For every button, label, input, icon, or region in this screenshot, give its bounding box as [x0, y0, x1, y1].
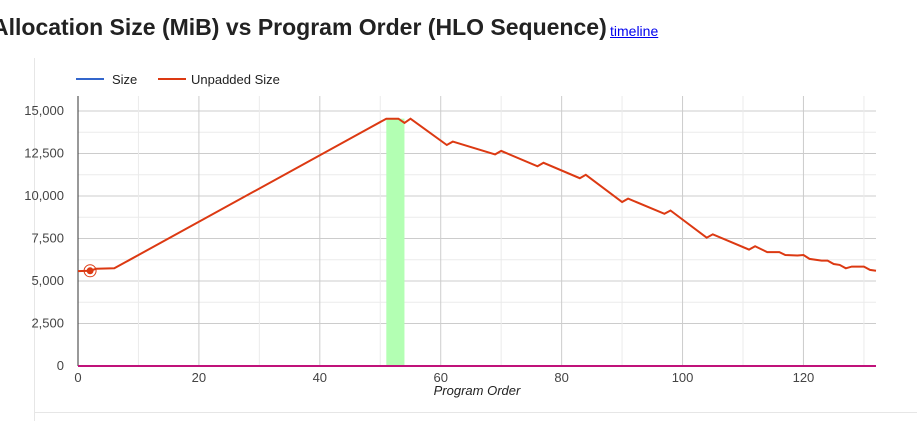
chart-title: Allocation Size (MiB) vs Program Order (…	[0, 14, 607, 40]
x-tick-label: 0	[74, 370, 81, 385]
bottom-panel-border	[34, 412, 917, 413]
y-tick-label: 5,000	[31, 273, 64, 288]
x-tick-label: 100	[672, 370, 694, 385]
x-tick-label: 40	[313, 370, 327, 385]
x-tick-label: 60	[433, 370, 447, 385]
y-tick-label: 10,000	[24, 188, 64, 203]
legend-label-size: Size	[112, 72, 137, 87]
y-tick-label: 2,500	[31, 316, 64, 331]
x-tick-label: 120	[793, 370, 815, 385]
y-tick-label: 7,500	[31, 231, 64, 246]
y-tick-label: 12,500	[24, 146, 64, 161]
legend-item-unpadded-size[interactable]: Unpadded Size	[158, 72, 280, 87]
timeline-link[interactable]: timeline	[610, 23, 659, 39]
x-tick-label: 80	[554, 370, 568, 385]
grid-layer	[77, 96, 876, 366]
highlight-band-layer	[386, 118, 405, 367]
x-tick-labels: 0 20 40 60 80 100 120	[74, 370, 814, 385]
selected-point[interactable]	[86, 267, 94, 275]
legend-item-size[interactable]: Size	[76, 72, 137, 87]
series-layer	[77, 117, 877, 367]
x-tick-label: 20	[192, 370, 206, 385]
y-tick-label: 0	[57, 358, 64, 373]
y-tick-label: 15,000	[24, 103, 64, 118]
series-line-unpadded-size	[77, 117, 877, 273]
marker-layer[interactable]	[83, 264, 97, 278]
selected-point-ring[interactable]	[83, 264, 97, 278]
left-panel-border	[34, 58, 35, 421]
highlight-band	[386, 118, 405, 367]
x-axis-title: Program Order	[434, 383, 521, 398]
legend[interactable]: Size Unpadded Size	[76, 72, 280, 87]
legend-label-unpadded-size: Unpadded Size	[191, 72, 280, 87]
y-tick-labels: 0 2,500 5,000 7,500 10,000 12,500 15,000	[24, 103, 64, 373]
